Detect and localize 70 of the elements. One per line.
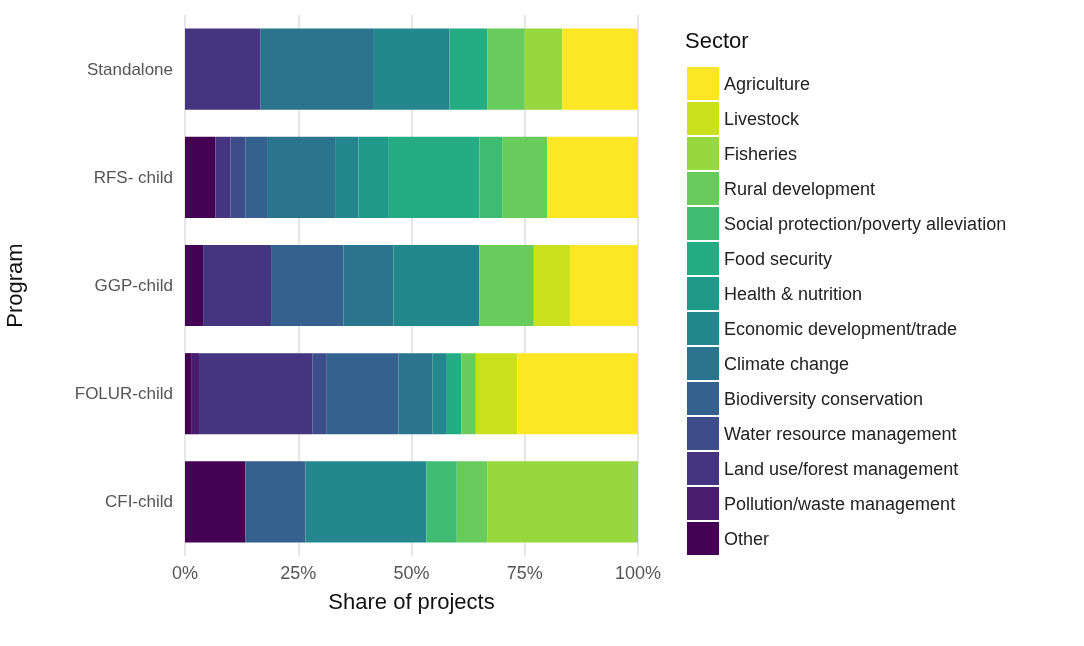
x-tick-label: 25% — [280, 563, 317, 583]
bar — [393, 244, 480, 327]
bar — [260, 28, 374, 110]
y-tick-label: FOLUR-child — [74, 384, 173, 404]
x-axis-title: Share of projects — [328, 588, 495, 614]
bar — [570, 244, 638, 327]
bar — [305, 461, 427, 543]
bar — [487, 461, 638, 543]
legend-label: Water resource management — [724, 423, 957, 444]
legend-label: Rural development — [724, 178, 876, 199]
bar — [461, 353, 476, 435]
bar — [203, 244, 272, 327]
bar — [185, 28, 261, 110]
y-tick-label: CFI-child — [104, 492, 173, 512]
bar — [373, 28, 450, 110]
legend-title: Sector — [685, 27, 749, 53]
bar — [524, 28, 563, 110]
bar — [230, 136, 246, 218]
legend-label: Land use/forest management — [724, 458, 959, 479]
legend-label: Social protection/poverty alleviation — [724, 213, 1007, 234]
bar — [245, 461, 306, 543]
legend-label: Food security — [724, 248, 833, 269]
bar — [185, 353, 192, 435]
bar — [562, 28, 638, 110]
legend-label: Pollution/waste management — [724, 493, 956, 514]
bar — [215, 136, 231, 218]
bar — [335, 136, 359, 218]
legend-label: Fisheries — [724, 143, 798, 164]
legend-label: Livestock — [724, 108, 801, 129]
bar — [446, 353, 462, 435]
legend-label: Health & nutrition — [724, 283, 863, 304]
bar — [343, 244, 394, 327]
y-tick-label: GGP-child — [94, 276, 173, 295]
bar — [191, 353, 200, 435]
bar — [502, 136, 548, 218]
bar — [426, 461, 457, 543]
legend-label: Agriculture — [724, 73, 811, 94]
bar — [475, 353, 518, 435]
y-tick-label: Standalone — [86, 59, 173, 79]
y-axis-title: Program — [1, 243, 27, 328]
x-tick-label: 75% — [506, 563, 543, 583]
bar — [271, 244, 344, 327]
legend-label: Climate change — [724, 353, 850, 374]
legend-label: Economic development/trade — [724, 318, 958, 339]
x-tick-label: 50% — [393, 563, 430, 583]
bar — [456, 461, 488, 543]
bar — [267, 136, 336, 218]
x-tick-label: 100% — [614, 563, 662, 583]
bar — [533, 244, 571, 327]
bar — [245, 136, 268, 218]
bar — [479, 136, 503, 218]
legend-label: Biodiversity conservation — [724, 388, 924, 409]
bar — [185, 136, 216, 218]
bar — [398, 353, 433, 435]
x-tick-label: 0% — [171, 563, 199, 583]
bar — [312, 353, 327, 435]
y-tick-label: RFS- child — [93, 167, 173, 187]
bar — [479, 244, 534, 327]
bar — [185, 461, 246, 543]
bar — [326, 353, 399, 435]
bar — [487, 28, 525, 110]
bar — [449, 28, 488, 110]
bar — [358, 136, 389, 218]
bar — [185, 244, 204, 327]
bar — [547, 136, 638, 218]
bar — [432, 353, 447, 435]
legend-label: Other — [724, 528, 770, 549]
bar — [199, 353, 313, 435]
bar — [517, 353, 638, 435]
bar — [388, 136, 480, 218]
